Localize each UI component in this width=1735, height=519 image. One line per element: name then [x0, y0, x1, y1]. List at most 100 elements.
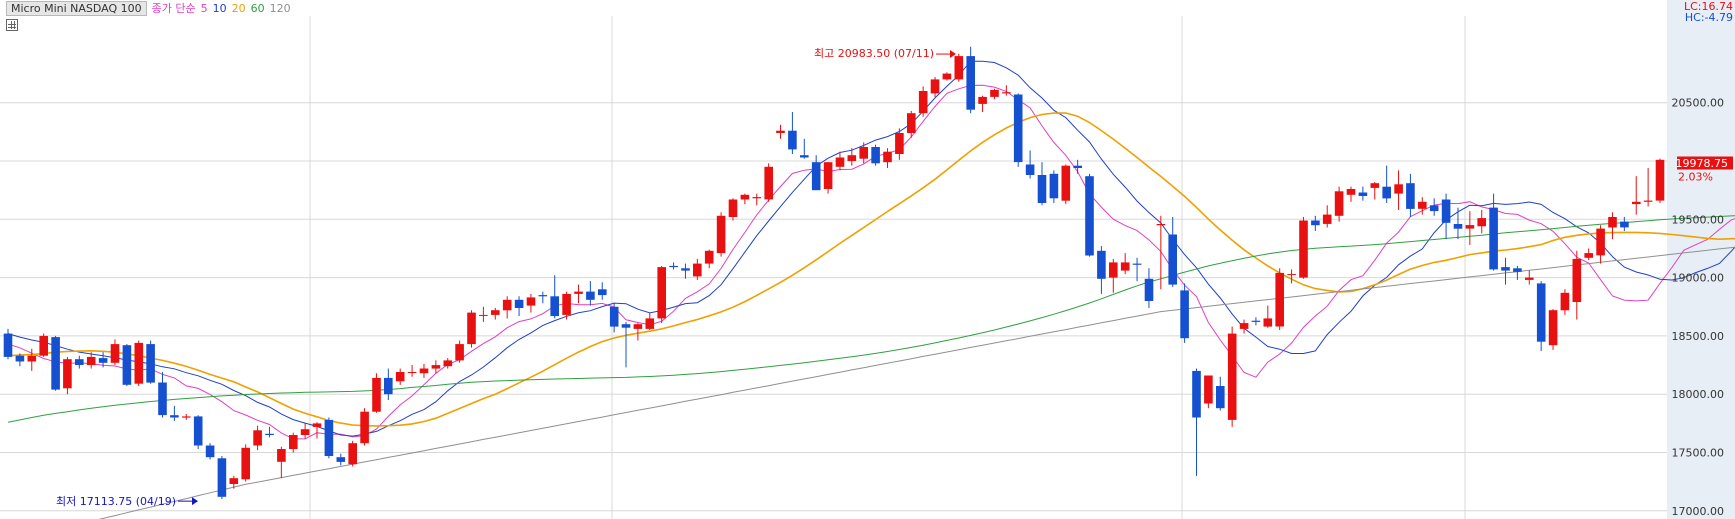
candle — [1299, 216, 1308, 279]
instrument-title[interactable]: Micro Mini NASDAQ 100 — [6, 0, 147, 16]
candle — [1204, 375, 1213, 409]
candle — [823, 162, 833, 194]
candle-body — [1227, 333, 1237, 420]
candle-body — [27, 355, 37, 362]
candle — [1311, 215, 1320, 231]
candle-body — [776, 130, 785, 133]
candle — [419, 363, 429, 378]
ma-line-10 — [7, 60, 1735, 437]
candle — [51, 335, 60, 391]
candle — [930, 77, 940, 97]
candle-body — [1489, 207, 1498, 270]
candle — [942, 72, 952, 81]
candle-body — [1073, 165, 1082, 168]
candle — [1370, 181, 1380, 200]
candle-body — [847, 155, 857, 161]
candle-body — [1560, 292, 1570, 311]
candle-body — [229, 478, 239, 484]
candle — [312, 422, 322, 439]
candle-body — [1097, 250, 1106, 279]
candle — [966, 46, 975, 114]
candle — [990, 88, 999, 100]
candle-body — [1501, 267, 1510, 271]
candle — [1536, 281, 1546, 352]
candle-body — [1429, 205, 1439, 212]
candle-body — [1655, 159, 1665, 201]
candle-body — [265, 433, 274, 435]
candle — [1382, 165, 1391, 203]
candle-body — [1394, 184, 1403, 194]
candle — [170, 405, 179, 422]
candle — [800, 138, 809, 159]
candle-body — [633, 324, 643, 329]
candle — [657, 265, 666, 324]
candle — [1322, 205, 1332, 228]
candle-body — [681, 268, 690, 271]
candle-body — [1287, 274, 1296, 276]
candle — [728, 198, 738, 221]
candle-body — [1049, 173, 1059, 199]
candle-body — [1548, 310, 1558, 346]
current-price-label: 19978.75 — [1676, 157, 1729, 170]
candle-body — [241, 447, 250, 480]
candle-body — [907, 113, 916, 133]
candle-body — [526, 297, 536, 306]
candle-body — [122, 345, 132, 385]
candle-body — [1608, 217, 1617, 228]
candle — [1120, 253, 1130, 275]
candle-body — [1299, 220, 1308, 278]
ma-label: 종가 단순 — [151, 2, 196, 15]
candle-body — [1572, 258, 1582, 302]
candle-body — [669, 265, 678, 268]
candle-body — [372, 377, 381, 412]
candle — [1394, 170, 1403, 210]
candle-body — [598, 289, 607, 296]
candle-body — [98, 358, 108, 363]
candle — [1501, 257, 1510, 285]
candle-body — [110, 344, 120, 363]
candle-body — [407, 372, 417, 373]
low-arrow-icon — [192, 497, 198, 506]
candle-body — [1465, 225, 1475, 229]
candle — [1049, 170, 1059, 203]
candle — [1655, 158, 1665, 203]
candle — [1489, 193, 1498, 271]
candle — [1168, 216, 1177, 287]
chart-annotations: 최고 20983.50 (07/11) 최저 17113.75 (04/19) 19… — [56, 47, 1733, 508]
candle-body — [645, 318, 655, 329]
candle-body — [990, 89, 999, 97]
candle-body — [419, 368, 429, 374]
candle-body — [1584, 253, 1593, 258]
candle-body — [693, 263, 702, 277]
candle — [443, 358, 453, 369]
candle-body — [1643, 200, 1653, 202]
grid-toggle-icon[interactable] — [6, 19, 18, 31]
candle-body — [538, 295, 548, 297]
ma-period-120[interactable]: 120 — [269, 1, 291, 15]
candle-body — [1013, 94, 1023, 163]
candle — [336, 453, 346, 466]
candle-body — [621, 324, 631, 328]
ma-period-10[interactable]: 10 — [212, 1, 227, 15]
candle-body — [609, 306, 619, 327]
ma-period-5[interactable]: 5 — [200, 1, 208, 15]
ma-period-60[interactable]: 60 — [250, 1, 265, 15]
candle — [704, 249, 714, 269]
candle-body — [1180, 290, 1189, 339]
candle — [1406, 173, 1415, 217]
candle — [253, 425, 262, 451]
ma-period-20[interactable]: 20 — [231, 1, 246, 15]
candle — [360, 408, 369, 446]
candle — [1429, 198, 1439, 216]
candle-body — [1275, 272, 1284, 327]
candle — [895, 128, 904, 160]
candle-body — [146, 344, 155, 383]
y-tick-label: 19000.00 — [1672, 272, 1725, 285]
candle — [27, 348, 37, 371]
candle — [277, 446, 286, 479]
candle — [384, 368, 393, 401]
candle — [1358, 186, 1368, 201]
candle-body — [704, 250, 714, 264]
candle-body — [1156, 224, 1166, 226]
